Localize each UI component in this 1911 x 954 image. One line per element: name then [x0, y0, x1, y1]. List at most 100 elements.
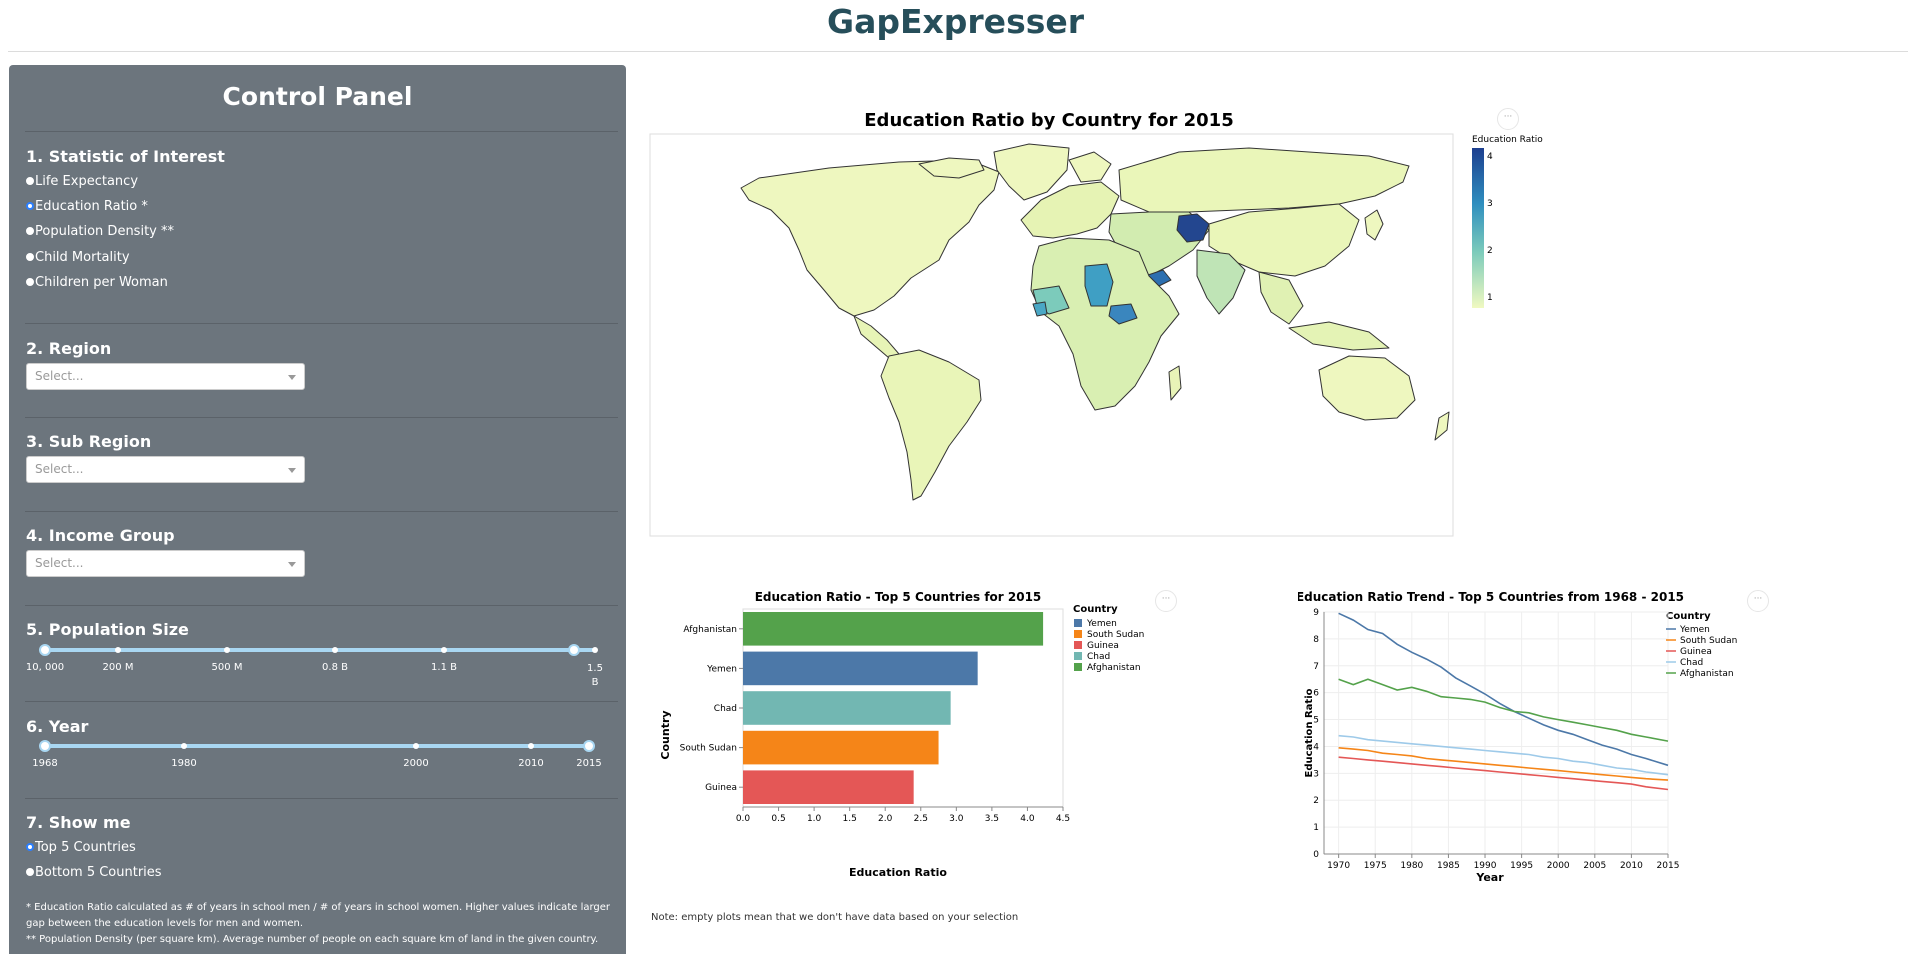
scandinavia — [1068, 151, 1112, 183]
slider-handle-max[interactable] — [568, 644, 580, 656]
radio-child-mortality[interactable]: Child Mortality — [26, 248, 130, 266]
slider-label: 200 M — [102, 662, 134, 673]
x-tick-label: 1970 — [1327, 861, 1350, 871]
sub-region-select[interactable]: Select... — [26, 456, 305, 483]
radio-dot-selected[interactable] — [26, 202, 34, 210]
income-group-heading: 4. Income Group — [26, 526, 175, 545]
map-legend-tick: 2 — [1487, 246, 1493, 256]
radio-bottom-5[interactable]: Bottom 5 Countries — [26, 863, 162, 881]
map-more-actions-icon[interactable]: ··· — [1497, 108, 1519, 130]
slider-label: 1.1 B — [431, 662, 457, 673]
slider-label: 1980 — [171, 758, 197, 769]
line-more-actions-icon[interactable]: ··· — [1747, 590, 1769, 612]
radio-dot[interactable] — [26, 278, 34, 286]
map-legend-tick: 3 — [1487, 199, 1493, 209]
radio-dot[interactable] — [26, 227, 34, 235]
slider-handle-max[interactable] — [583, 740, 595, 752]
map-chart: Education Ratio by Country for 2015 — [649, 100, 1549, 540]
radio-label: Child Mortality — [35, 249, 130, 265]
legend-label: Afghanistan — [1087, 663, 1141, 673]
y-tick-label: Chad — [714, 704, 737, 714]
x-tick-label: 0.0 — [736, 814, 751, 824]
map-legend-tick: 4 — [1487, 152, 1493, 162]
title-divider — [8, 51, 1908, 52]
bar — [743, 770, 914, 804]
bar-chart-xlabel: Education Ratio — [849, 866, 947, 879]
slider-mark — [181, 743, 187, 749]
radio-population-density[interactable]: Population Density ** — [26, 222, 174, 240]
bar — [743, 691, 951, 725]
slider-label: 1968 — [32, 758, 58, 769]
y-tick-label: 4 — [1313, 742, 1319, 752]
footnote-population-density: ** Population Density (per square km). A… — [26, 934, 599, 945]
madagascar — [1168, 365, 1182, 401]
bar-chart-svg: Education Ratio - Top 5 Countries for 20… — [659, 590, 1144, 879]
india — [1196, 249, 1246, 315]
x-tick-label: 0.5 — [771, 814, 785, 824]
radio-dot[interactable] — [26, 253, 34, 261]
radio-label: Children per Woman — [35, 274, 168, 290]
divider — [25, 798, 618, 799]
legend-label: Yemen — [1679, 625, 1710, 635]
slider-handle-min[interactable] — [39, 740, 51, 752]
radio-education-ratio[interactable]: Education Ratio * — [26, 197, 148, 215]
afghanistan — [1176, 213, 1210, 243]
divider — [25, 131, 618, 132]
legend-swatch — [1074, 630, 1082, 638]
radio-label: Top 5 Countries — [35, 839, 136, 855]
greenland — [993, 143, 1070, 201]
bar-chart-title: Education Ratio - Top 5 Countries for 20… — [755, 590, 1042, 604]
slider-track[interactable] — [45, 648, 595, 652]
y-tick-label: Yemen — [706, 664, 737, 674]
year-slider[interactable]: 1968 1980 2000 2010 2015 — [32, 738, 602, 769]
divider — [25, 417, 618, 418]
y-tick-label: 3 — [1313, 769, 1319, 779]
y-tick-label: 7 — [1313, 662, 1319, 672]
legend-swatch — [1074, 641, 1082, 649]
x-tick-label: 4.0 — [1020, 814, 1035, 824]
y-tick-label: Afghanistan — [683, 625, 737, 635]
y-tick-label: 8 — [1313, 635, 1319, 645]
y-tick-label: Guinea — [705, 783, 737, 793]
slider-label: 500 M — [211, 662, 243, 673]
japan — [1364, 209, 1384, 241]
chad — [1084, 263, 1114, 307]
population-size-slider[interactable]: 10, 000 200 M 500 M 0.8 B 1.1 B 1.5 B — [26, 642, 603, 688]
slider-handle-min[interactable] — [39, 644, 51, 656]
radio-dot[interactable] — [26, 177, 34, 185]
income-group-placeholder: Select... — [35, 556, 84, 570]
arctic-islands — [918, 157, 985, 179]
radio-life-expectancy[interactable]: Life Expectancy — [26, 172, 138, 190]
slider-track[interactable] — [45, 744, 589, 748]
series-line — [1338, 734, 1669, 776]
radio-children-per-woman[interactable]: Children per Woman — [26, 273, 168, 291]
region-select[interactable]: Select... — [26, 363, 305, 390]
series-line — [1338, 678, 1669, 742]
show-me-heading: 7. Show me — [26, 813, 131, 832]
x-tick-label: 1995 — [1510, 861, 1533, 871]
income-group-select[interactable]: Select... — [26, 550, 305, 577]
statistic-heading: 1. Statistic of Interest — [26, 147, 225, 166]
australia — [1318, 355, 1416, 421]
divider — [25, 605, 618, 606]
legend-label: South Sudan — [1087, 630, 1144, 640]
bar-more-actions-icon[interactable]: ··· — [1155, 590, 1177, 612]
divider — [25, 511, 618, 512]
series-line — [1338, 747, 1669, 781]
south-america — [880, 349, 982, 501]
series-line — [1338, 612, 1669, 767]
chevron-down-icon[interactable] — [288, 468, 296, 473]
radio-top-5[interactable]: Top 5 Countries — [26, 838, 136, 856]
app-title: GapExpresser — [826, 2, 1085, 41]
guinea — [1032, 301, 1048, 317]
slider-label: 10, 000 — [25, 662, 65, 673]
y-tick-label: 9 — [1313, 608, 1319, 618]
radio-dot[interactable] — [26, 868, 34, 876]
x-tick-label: 2005 — [1583, 861, 1606, 871]
chevron-down-icon[interactable] — [288, 375, 296, 380]
chevron-down-icon[interactable] — [288, 562, 296, 567]
divider — [25, 323, 618, 324]
radio-dot-selected[interactable] — [26, 843, 34, 851]
slider-label: 1.5 B — [587, 663, 603, 688]
y-tick-label: 6 — [1313, 689, 1319, 699]
